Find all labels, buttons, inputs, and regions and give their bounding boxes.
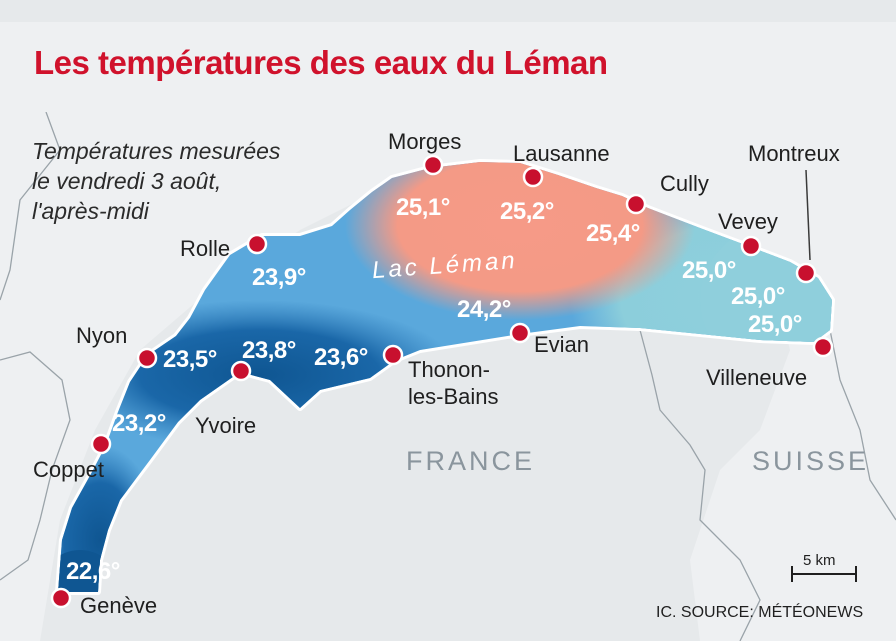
border-line (639, 329, 761, 641)
map-subtitle: Températures mesurées le vendredi 3 août… (32, 138, 281, 224)
map-title: Les températures des eaux du Léman (34, 44, 608, 81)
marker-yvoire (230, 360, 252, 382)
city-label-lausanne: Lausanne (513, 141, 610, 166)
temp-label-vevey: 25,0° (682, 257, 736, 284)
city-label-morges: Morges (388, 129, 462, 154)
city-label-geneve: Genève (80, 593, 158, 618)
marker-cully (625, 193, 647, 215)
temp-label-nyon: 23,5° (163, 346, 217, 373)
temp-label-yvoire: 23,8° (242, 337, 296, 364)
city-label-rolle: Rolle (180, 236, 231, 261)
temp-label-rolle: 23,9° (252, 264, 306, 291)
city-label-montreux: Montreux (748, 141, 840, 166)
temp-label-cully: 25,4° (586, 220, 640, 247)
border-line (0, 351, 71, 581)
temp-label-coppet: 23,2° (112, 410, 166, 437)
temp-label-lausanne: 25,2° (500, 198, 554, 225)
marker-coppet (90, 433, 112, 455)
title-band (0, 22, 896, 112)
scale-bar (791, 566, 857, 582)
country-label-france: FRANCE (406, 446, 536, 476)
city-label-vevey: Vevey (718, 209, 778, 234)
border-line (0, 111, 61, 301)
marker-montreux (795, 262, 817, 284)
temp-label-thonon: 23,6° (314, 344, 368, 371)
marker-evian (509, 322, 531, 344)
marker-thonon (382, 344, 404, 366)
marker-vevey (740, 235, 762, 257)
city-markers (50, 154, 834, 609)
city-label-nyon: Nyon (76, 323, 128, 348)
leader-line (805, 169, 811, 261)
temp-label-morges: 25,1° (396, 194, 450, 221)
marker-villeneuve (812, 336, 834, 358)
source-credit: IC. SOURCE: MÉTÉONEWS (656, 604, 864, 621)
marker-geneve (50, 587, 72, 609)
temp-label-montreux: 25,0° (731, 283, 785, 310)
country-label-suisse: SUISSE (752, 446, 870, 476)
marker-nyon (136, 347, 158, 369)
city-label-yvoire: Yvoire (195, 413, 257, 438)
city-label-evian: Evian (534, 332, 590, 357)
city-label-thonon: Thonon- les-Bains (408, 357, 499, 409)
land-region (0, 110, 896, 641)
city-label-cully: Cully (660, 171, 709, 196)
city-label-coppet: Coppet (33, 457, 104, 482)
scale-label: 5 km (803, 552, 836, 569)
marker-lausanne (522, 166, 544, 188)
temp-label-villeneuve: 25,0° (748, 311, 802, 338)
city-label-villeneuve: Villeneuve (706, 365, 808, 390)
marker-morges (422, 154, 444, 176)
temp-label-evian: 24,2° (457, 296, 511, 323)
marker-rolle (246, 233, 268, 255)
border-line (829, 329, 896, 521)
temp-label-geneve: 22,6° (66, 558, 120, 585)
